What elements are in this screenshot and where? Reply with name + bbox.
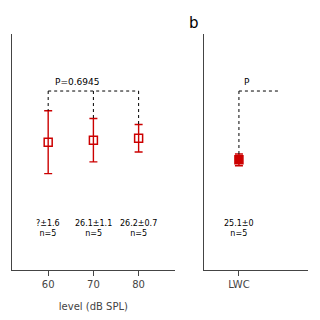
svg-text:25.1±0n=5: 25.1±0n=5	[224, 219, 254, 238]
svg-text:60: 60	[42, 279, 55, 290]
svg-text:P=0.6945: P=0.6945	[55, 77, 99, 87]
svg-text:?±1.6n=5: ?±1.6n=5	[36, 219, 60, 238]
svg-text:70: 70	[87, 279, 100, 290]
svg-text:26.1±1.1n=5: 26.1±1.1n=5	[75, 219, 112, 238]
svg-text:LWC: LWC	[228, 279, 250, 290]
svg-text:P: P	[244, 77, 250, 87]
svg-text:level (dB SPL): level (dB SPL)	[59, 301, 128, 312]
svg-text:26.2±0.7n=5: 26.2±0.7n=5	[120, 219, 157, 238]
svg-text:b: b	[189, 14, 199, 32]
svg-text:80: 80	[132, 279, 145, 290]
